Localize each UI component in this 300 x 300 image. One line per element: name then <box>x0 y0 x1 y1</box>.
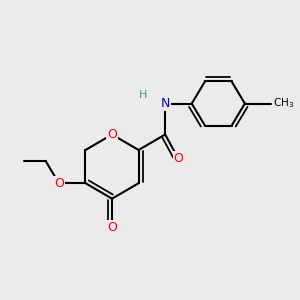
Text: CH$_3$: CH$_3$ <box>272 97 294 110</box>
Text: O: O <box>107 221 117 234</box>
Text: N: N <box>160 97 170 110</box>
Text: O: O <box>54 177 64 190</box>
Text: O: O <box>173 152 183 165</box>
Text: H: H <box>139 90 147 100</box>
Text: O: O <box>107 128 117 141</box>
